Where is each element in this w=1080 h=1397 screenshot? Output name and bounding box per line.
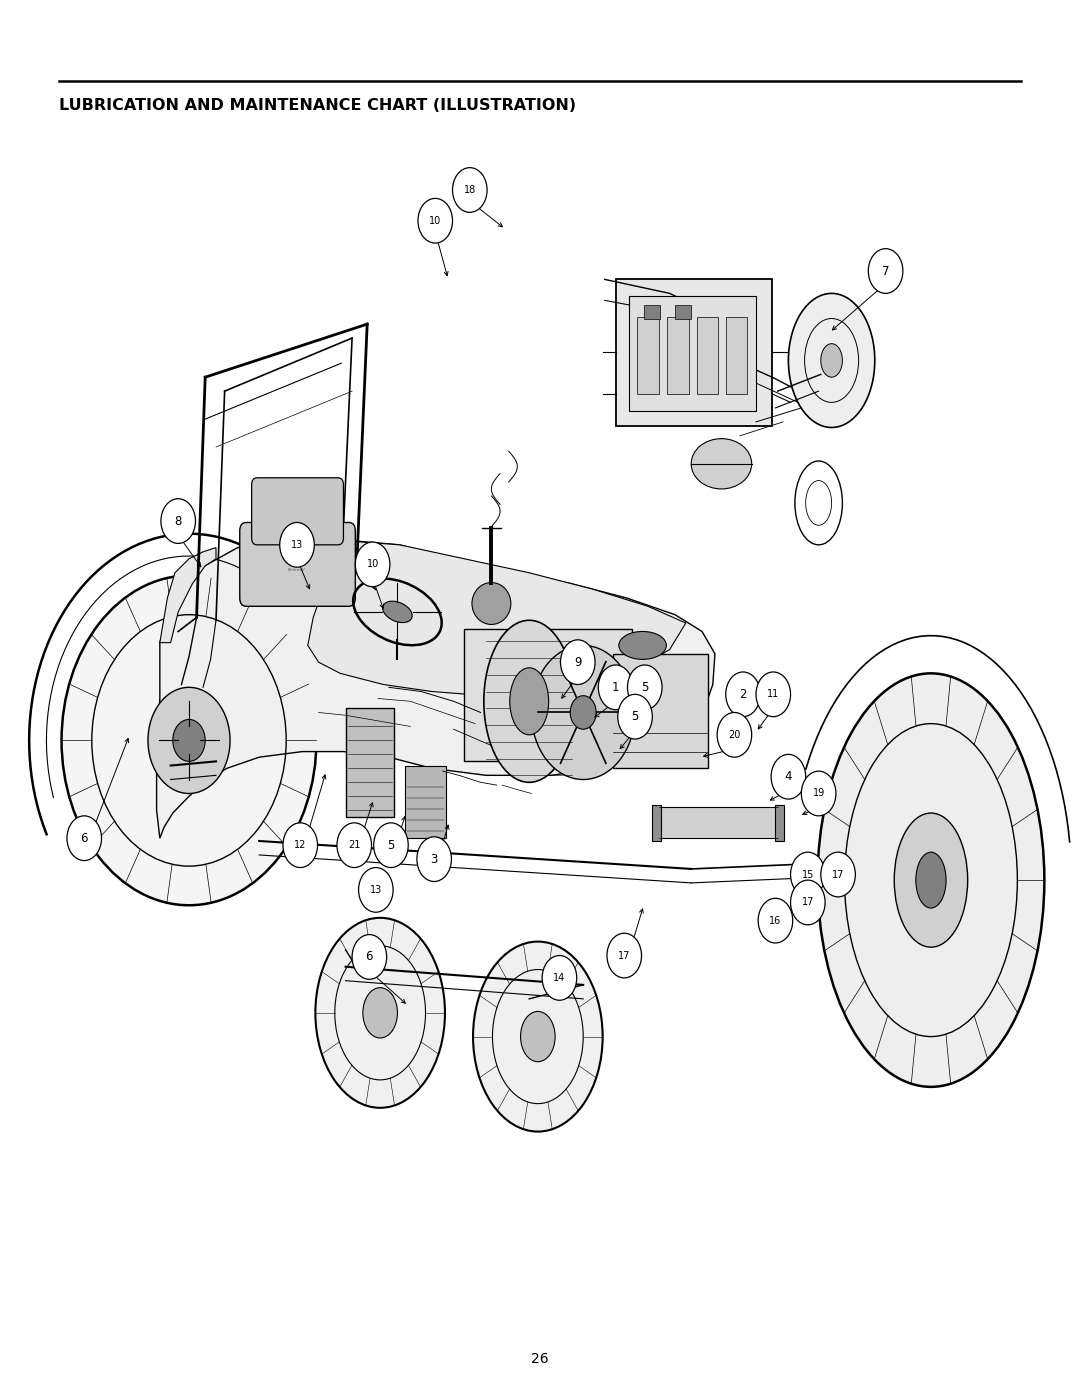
Circle shape (607, 933, 642, 978)
Polygon shape (157, 539, 715, 838)
Bar (726, 317, 747, 394)
Circle shape (161, 499, 195, 543)
Ellipse shape (691, 439, 752, 489)
Ellipse shape (521, 1011, 555, 1062)
Circle shape (618, 694, 652, 739)
Text: 17: 17 (801, 897, 814, 908)
Circle shape (627, 665, 662, 710)
Polygon shape (308, 539, 686, 696)
Circle shape (717, 712, 752, 757)
Bar (346, 708, 394, 817)
Circle shape (598, 665, 633, 710)
Ellipse shape (473, 942, 603, 1132)
Circle shape (561, 640, 595, 685)
Bar (775, 805, 784, 841)
Text: 2: 2 (740, 687, 746, 701)
Circle shape (726, 672, 760, 717)
Text: 6: 6 (366, 950, 373, 964)
FancyBboxPatch shape (240, 522, 355, 606)
Text: 15: 15 (801, 869, 814, 880)
Ellipse shape (818, 673, 1044, 1087)
Circle shape (374, 823, 408, 868)
Text: 14: 14 (553, 972, 566, 983)
Bar (675, 305, 691, 319)
Ellipse shape (62, 576, 316, 905)
Bar (667, 317, 689, 394)
Circle shape (791, 852, 825, 897)
Bar (464, 629, 632, 761)
Ellipse shape (916, 852, 946, 908)
Circle shape (359, 868, 393, 912)
Circle shape (821, 852, 855, 897)
Ellipse shape (173, 719, 205, 761)
Bar (629, 296, 756, 411)
Circle shape (417, 837, 451, 882)
Text: 13: 13 (369, 884, 382, 895)
Text: 5: 5 (642, 680, 648, 694)
Ellipse shape (315, 918, 445, 1108)
Ellipse shape (570, 696, 596, 729)
Text: 1: 1 (612, 680, 619, 694)
Bar (659, 807, 778, 838)
Text: 17: 17 (832, 869, 845, 880)
Ellipse shape (382, 601, 413, 623)
Circle shape (542, 956, 577, 1000)
Text: 5: 5 (632, 710, 638, 724)
Text: 10: 10 (366, 559, 379, 570)
Ellipse shape (531, 645, 635, 780)
Text: BolensV: BolensV (288, 569, 306, 571)
Circle shape (337, 823, 372, 868)
Circle shape (352, 935, 387, 979)
Circle shape (355, 542, 390, 587)
Text: 11: 11 (767, 689, 780, 700)
Text: 10: 10 (429, 215, 442, 226)
Text: 9: 9 (575, 655, 581, 669)
Text: 17: 17 (618, 950, 631, 961)
Ellipse shape (788, 293, 875, 427)
Circle shape (791, 880, 825, 925)
Text: LUBRICATION AND MAINTENANCE CHART (ILLUSTRATION): LUBRICATION AND MAINTENANCE CHART (ILLUS… (59, 98, 577, 113)
Text: 5: 5 (388, 838, 394, 852)
FancyBboxPatch shape (252, 478, 343, 545)
Circle shape (453, 168, 487, 212)
Circle shape (756, 672, 791, 717)
Text: 4: 4 (785, 770, 792, 784)
Ellipse shape (894, 813, 968, 947)
Ellipse shape (619, 631, 666, 659)
Text: 21: 21 (348, 840, 361, 851)
Circle shape (418, 198, 453, 243)
Bar (405, 766, 446, 838)
Text: 8: 8 (175, 514, 181, 528)
Polygon shape (160, 548, 216, 643)
Bar (613, 654, 708, 768)
Bar (652, 805, 661, 841)
Text: 7: 7 (882, 264, 889, 278)
Text: 3: 3 (431, 852, 437, 866)
Ellipse shape (148, 687, 230, 793)
Text: 12: 12 (294, 840, 307, 851)
Circle shape (67, 816, 102, 861)
Text: 18: 18 (463, 184, 476, 196)
Ellipse shape (484, 620, 575, 782)
Circle shape (801, 771, 836, 816)
Text: 19: 19 (812, 788, 825, 799)
Circle shape (868, 249, 903, 293)
Text: 26: 26 (531, 1352, 549, 1366)
Bar (616, 279, 772, 426)
Circle shape (283, 823, 318, 868)
Ellipse shape (472, 583, 511, 624)
Bar (644, 305, 660, 319)
Text: 16: 16 (769, 915, 782, 926)
Ellipse shape (510, 668, 549, 735)
Text: 6: 6 (81, 831, 87, 845)
Text: 13: 13 (291, 539, 303, 550)
Ellipse shape (821, 344, 842, 377)
Text: 20: 20 (728, 729, 741, 740)
Circle shape (280, 522, 314, 567)
Circle shape (771, 754, 806, 799)
Ellipse shape (363, 988, 397, 1038)
Circle shape (758, 898, 793, 943)
Bar (697, 317, 718, 394)
Bar (637, 317, 659, 394)
